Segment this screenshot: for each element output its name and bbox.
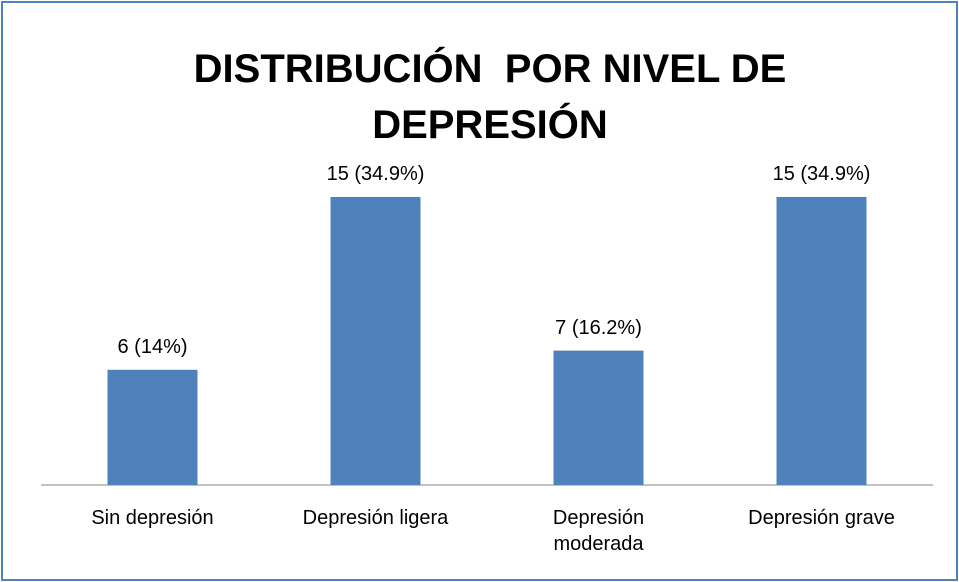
data-label: 15 (34.9%) bbox=[326, 163, 425, 185]
data-label: 7 (16.2%) bbox=[555, 316, 642, 339]
data-label: 6 (14%) bbox=[117, 335, 188, 358]
x-tick-label: Depresión moderada bbox=[552, 507, 645, 555]
x-tick-label: Depresión grave bbox=[748, 507, 895, 529]
data-label: 15 (34.9%) bbox=[772, 163, 871, 185]
chart-title: DISTRIBUCIÓN POR NIVEL DE DEPRESIÓN bbox=[193, 47, 798, 147]
bar bbox=[107, 369, 198, 485]
x-tick-label: Sin depresión bbox=[91, 507, 214, 529]
bar bbox=[330, 197, 421, 485]
bar bbox=[553, 350, 644, 485]
plot bbox=[41, 197, 933, 486]
bar bbox=[776, 197, 867, 485]
x-tick-label: Depresión ligera bbox=[302, 507, 449, 529]
